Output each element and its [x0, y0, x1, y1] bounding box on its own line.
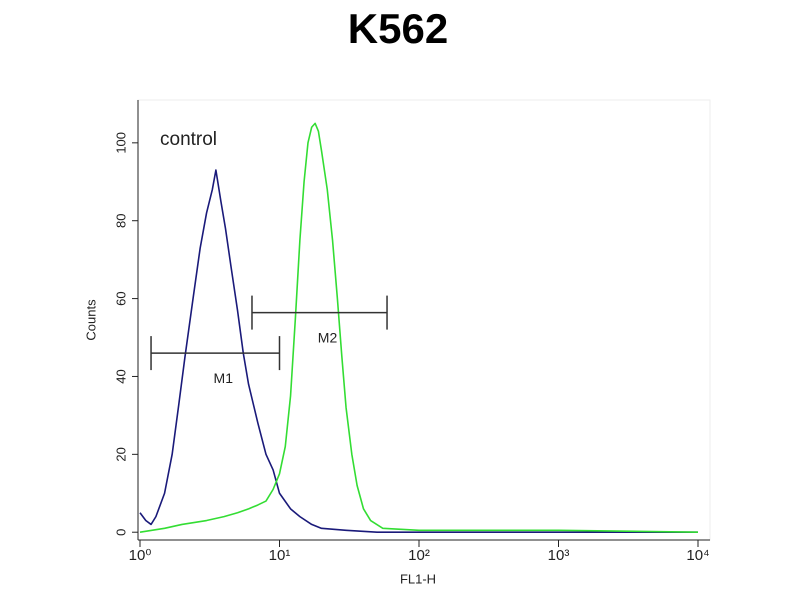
x-tick-label: 10⁰: [129, 547, 152, 564]
plot-frame: [137, 99, 711, 541]
x-tick-label: 10²: [408, 547, 430, 564]
series-label: control: [160, 129, 217, 150]
y-tick-label: 40: [113, 369, 128, 383]
y-tick-label: 100: [113, 132, 128, 154]
histogram-line: [139, 169, 698, 534]
y-tick-label: 0: [113, 529, 128, 536]
x-tick-label: 10³: [548, 547, 570, 564]
y-tick-label: 80: [113, 213, 128, 227]
y-tick-label: 20: [113, 447, 128, 461]
histogram-line: [139, 122, 699, 534]
y-axis-label: Counts: [83, 299, 98, 341]
x-tick-label: 10¹: [269, 547, 291, 564]
marker-label: M2: [318, 329, 338, 345]
chart-title: K562: [348, 5, 448, 52]
y-tick-label: 60: [113, 291, 128, 305]
x-tick-label: 10⁴: [686, 547, 709, 564]
marker-label: M1: [214, 370, 234, 386]
x-axis-label: FL1-H: [400, 571, 436, 586]
